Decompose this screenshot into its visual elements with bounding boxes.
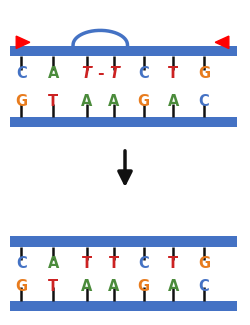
Polygon shape: [215, 36, 229, 48]
Text: A: A: [48, 66, 59, 81]
FancyBboxPatch shape: [10, 117, 237, 127]
Text: A: A: [81, 279, 92, 294]
Text: A: A: [168, 279, 179, 294]
FancyBboxPatch shape: [10, 46, 237, 57]
Text: T: T: [109, 66, 119, 81]
Text: T: T: [82, 66, 92, 81]
Text: A: A: [108, 94, 120, 109]
Text: T: T: [82, 256, 92, 271]
Text: C: C: [16, 66, 26, 81]
Text: A: A: [48, 256, 59, 271]
Text: C: C: [138, 256, 149, 271]
Text: T: T: [48, 279, 58, 294]
Text: C: C: [16, 256, 26, 271]
FancyBboxPatch shape: [10, 301, 237, 311]
Text: C: C: [199, 94, 209, 109]
Text: T: T: [109, 256, 119, 271]
Text: G: G: [198, 66, 210, 81]
Text: A: A: [81, 94, 92, 109]
Text: A: A: [168, 94, 179, 109]
Text: G: G: [198, 256, 210, 271]
Text: G: G: [138, 279, 149, 294]
Text: G: G: [15, 94, 27, 109]
Polygon shape: [16, 36, 30, 48]
Text: T: T: [168, 66, 178, 81]
Text: A: A: [108, 279, 120, 294]
Text: -: -: [97, 66, 103, 81]
Text: C: C: [199, 279, 209, 294]
Text: T: T: [48, 94, 58, 109]
Text: T: T: [168, 256, 178, 271]
Text: C: C: [138, 66, 149, 81]
Text: G: G: [15, 279, 27, 294]
FancyBboxPatch shape: [10, 236, 237, 247]
Text: G: G: [138, 94, 149, 109]
